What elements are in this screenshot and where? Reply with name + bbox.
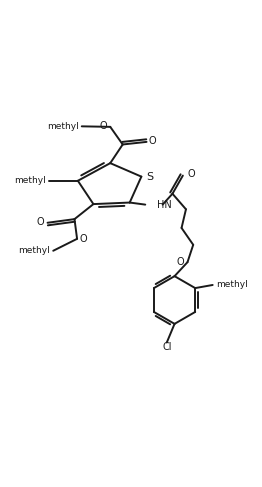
Text: methyl: methyl <box>216 280 248 289</box>
Text: methyl: methyl <box>47 122 79 131</box>
Text: O: O <box>100 121 107 131</box>
Text: methyl: methyl <box>14 176 46 185</box>
Text: HN: HN <box>157 200 172 209</box>
Text: O: O <box>177 257 184 267</box>
Text: O: O <box>37 217 45 227</box>
Text: O: O <box>188 169 195 179</box>
Text: Cl: Cl <box>162 342 172 352</box>
Text: O: O <box>149 136 156 146</box>
Text: methyl: methyl <box>18 246 50 255</box>
Text: S: S <box>146 171 153 182</box>
Text: O: O <box>80 234 87 244</box>
